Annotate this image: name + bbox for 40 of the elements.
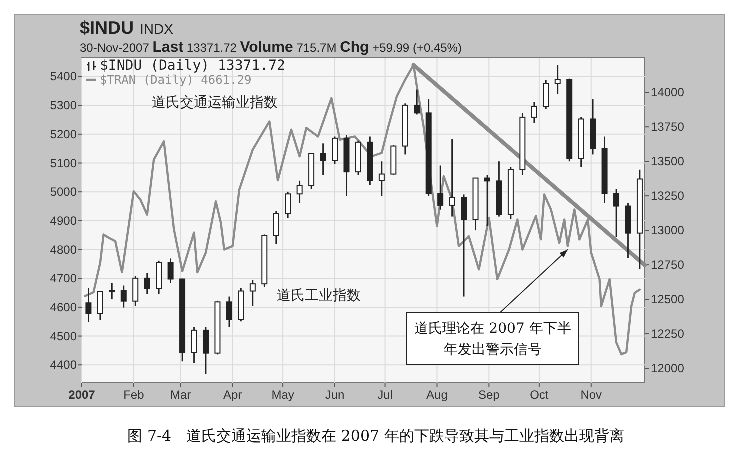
annotation: 道氏理论在 2007 年下半年发出警示信号 <box>414 321 572 358</box>
x-tick-label: Oct <box>530 388 550 402</box>
annotation: 道氏工业指数 <box>277 288 361 304</box>
legend-label: $TRAN (Daily) 4661.29 <box>100 73 252 87</box>
y-tick-label: 4900 <box>50 214 78 228</box>
chart-title: $INDU INDX <box>80 18 174 38</box>
x-tick-label: Sep <box>478 388 500 402</box>
y-tick-label: 5000 <box>50 185 78 200</box>
x-tick-label: Jun <box>325 388 345 402</box>
annotation: 道氏交通运输业指数 <box>152 95 278 111</box>
x-tick-label: Apr <box>223 388 242 402</box>
legend-label: $INDU (Daily) 13371.72 <box>100 58 286 74</box>
x-tick-label: Feb <box>124 388 145 402</box>
y2-tick-label: 12500 <box>651 292 685 307</box>
x-tick-label: Jul <box>378 388 393 402</box>
y2-tick-label: 12000 <box>651 362 685 376</box>
y2-tick-label: 13250 <box>651 189 685 204</box>
y2-tick-label: 13750 <box>651 120 685 134</box>
y-tick-label: 4600 <box>50 300 78 314</box>
chart-subtitle: 30-Nov-2007 Last 13371.72 Volume 715.7M Chg +59.99 (+0.45%) <box>80 39 462 56</box>
x-tick-label: Mar <box>170 388 192 402</box>
y2-tick-label: 13500 <box>651 154 685 169</box>
y-tick-label: 5200 <box>50 127 78 142</box>
y2-tick-label: 12250 <box>651 327 685 342</box>
y-tick-label: 4500 <box>50 329 78 344</box>
y2-tick-label: 13000 <box>651 224 685 238</box>
y-tick-label: 5100 <box>50 156 78 170</box>
y-tick-label: 4700 <box>50 272 78 286</box>
y-tick-label: 5400 <box>50 70 78 84</box>
x-tick-label: Nov <box>580 388 602 402</box>
y2-tick-label: 14000 <box>651 86 685 100</box>
y-tick-label: 5300 <box>50 98 78 113</box>
callout-box: 道氏理论在 2007 年下半年发出警示信号 <box>406 312 580 366</box>
y-tick-label: 4800 <box>50 242 78 257</box>
y-tick-label: 4400 <box>50 358 78 372</box>
x-tick-label: Aug <box>426 388 448 402</box>
x-tick-label: May <box>272 388 294 402</box>
y2-tick-label: 12750 <box>651 258 685 272</box>
x-tick-label: 2007 <box>68 388 96 402</box>
caption: 图 7-4 道氏交通运输业指数在 2007 年的下跌导致其与工业指数出现背离 <box>128 427 624 445</box>
